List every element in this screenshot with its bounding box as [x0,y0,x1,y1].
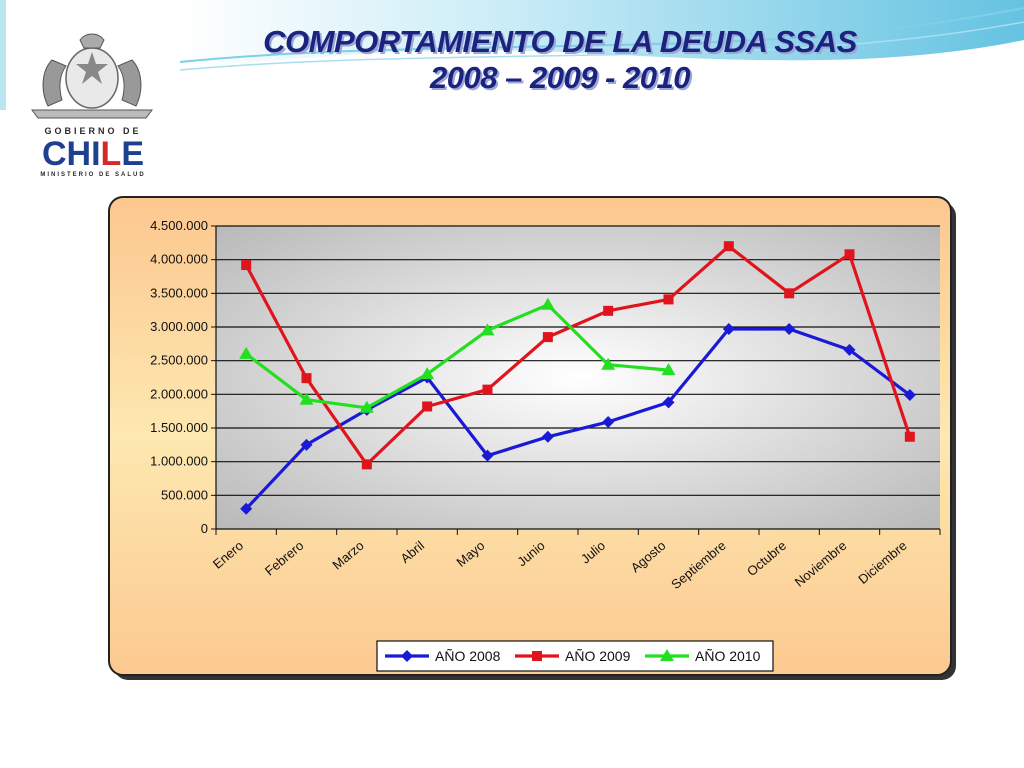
y-tick-label-7: 3.500.000 [150,285,208,300]
series-0-point-10 [843,343,856,356]
y-tick-label-6: 3.000.000 [150,319,208,334]
logo-brand-part1: CHI [41,135,101,173]
page-title-line1: COMPORTAMIENTO DE LA DEUDA SSAS [263,24,857,59]
gobierno-chile-logo: GOBIERNO DE CHILE MINISTERIO DE SALUD [22,30,162,180]
y-tick-label-5: 2.500.000 [150,353,208,368]
legend-box [376,640,774,672]
series-1-point-6 [603,305,614,316]
series-1-point-3 [422,401,433,412]
plot-area [216,226,940,529]
series-2-point-1 [299,392,314,405]
series-2-point-7 [661,363,676,376]
page-title-line2: 2008 – 2009 - 2010 [430,60,690,95]
y-tick-label-3: 1.500.000 [150,420,208,435]
legend-label-1: AÑO 2009 [565,648,631,664]
series-1-point-7 [663,294,674,305]
series-0-point-7 [662,396,675,409]
logo-brand-part3: E [121,135,145,173]
y-tick-label-4: 2.000.000 [150,386,208,401]
series-1-point-1 [301,373,312,384]
series-1-point-9 [784,288,795,299]
y-tick-label-8: 4.000.000 [150,252,208,267]
series-1-point-11 [904,431,915,442]
y-tick-label-9: 4.500.000 [150,218,208,233]
series-1-point-10 [844,249,855,260]
series-2-point-6 [601,357,616,370]
series-1-point-0 [241,260,252,271]
series-0-point-4 [481,449,494,462]
series-1-point-4 [482,384,493,395]
series-2-point-0 [239,346,254,359]
series-2-point-2 [359,400,374,413]
series-1-point-8 [723,241,734,252]
series-line-1 [244,244,912,466]
series-1-point-2 [361,459,372,470]
series-line-0 [245,327,911,510]
series-2-point-3 [420,367,435,380]
page-title: COMPORTAMIENTO DE LA DEUDA SSAS 2008 – 2… [180,24,940,96]
coat-of-arms-icon [31,33,153,119]
y-tick-label-2: 1.000.000 [150,454,208,469]
logo-brand-chile: CHILE [38,135,148,174]
series-0-point-0 [240,502,253,515]
series-0-point-8 [722,323,735,336]
series-2-point-4 [480,323,495,336]
y-tick-label-0: 0 [201,521,208,536]
series-0-point-1 [300,438,313,451]
legend-swatch-marker-1 [532,651,542,661]
series-2-point-5 [540,297,555,310]
legend-label-0: AÑO 2008 [435,648,501,664]
legend-swatch-marker-2 [660,649,674,661]
series-0-point-6 [602,415,615,428]
y-tick-label-1: 500.000 [161,487,208,502]
logo-line-ministerio: MINISTERIO DE SALUD [40,172,146,178]
series-0-point-5 [541,430,554,443]
series-line-2 [245,303,669,410]
logo-brand-part2: L [100,135,122,173]
series-0-point-9 [783,323,796,336]
logo-line-gobierno: GOBIERNO DE [44,126,142,136]
legend-label-2: AÑO 2010 [695,648,761,664]
series-0-point-11 [903,389,916,402]
legend-swatch-marker-0 [401,650,413,662]
series-1-point-5 [542,332,553,343]
